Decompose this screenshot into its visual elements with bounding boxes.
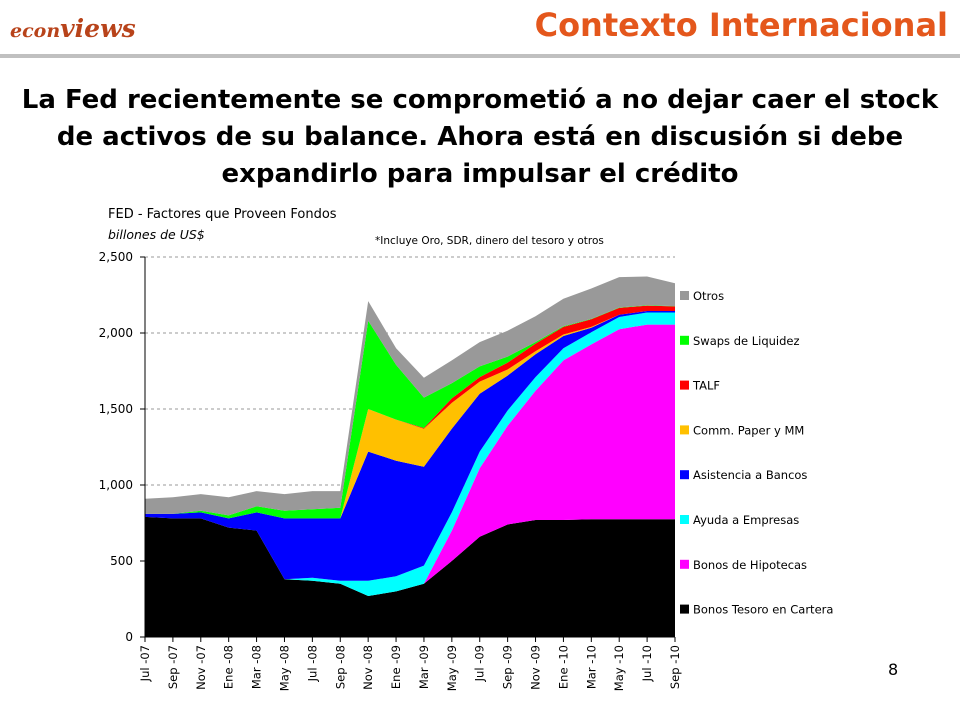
- x-tick-label: Nov -08: [361, 645, 375, 690]
- legend-label: Comm. Paper y MM: [693, 423, 804, 437]
- x-tick-label: May -09: [445, 645, 459, 691]
- y-tick-label: 2,500: [99, 250, 133, 264]
- y-tick-label: 2,000: [99, 326, 133, 340]
- x-tick-label: May -10: [612, 645, 626, 691]
- legend-label: Asistencia a Bancos: [693, 468, 807, 482]
- y-tick-label: 1,000: [99, 478, 133, 492]
- x-tick-label: Mar -08: [250, 645, 264, 689]
- x-tick-label: Jul -09: [473, 645, 487, 682]
- legend-swatch: [680, 559, 689, 569]
- x-tick-label: Sep -08: [333, 645, 347, 689]
- y-tick-label: 500: [110, 554, 133, 568]
- x-tick-label: Jul -10: [640, 645, 654, 682]
- brand-logo: econviews: [10, 14, 136, 43]
- x-tick-label: Nov -09: [529, 645, 543, 690]
- legend-swatch: [680, 380, 689, 390]
- legend-swatch: [680, 291, 689, 300]
- x-tick-label: Ene -10: [556, 645, 570, 689]
- x-tick-label: Ene -08: [222, 645, 236, 689]
- x-tick-label: Mar -09: [417, 645, 431, 689]
- x-tick-label: Jul -08: [305, 645, 319, 682]
- x-tick-label: Jul -07: [138, 645, 152, 682]
- slide-headline: La Fed recientemente se comprometió a no…: [21, 85, 939, 189]
- legend-label: Otros: [693, 289, 724, 303]
- x-tick-label: Nov -07: [194, 645, 208, 690]
- legend-swatch: [680, 470, 689, 480]
- x-tick-label: Sep -10: [668, 645, 682, 689]
- legend-swatch: [680, 425, 689, 435]
- area-otros: [145, 276, 675, 516]
- area-asistencia-a-bancos: [145, 311, 675, 581]
- page-number: 8: [888, 660, 899, 679]
- brand-part-views: views: [60, 14, 136, 43]
- header-divider: [0, 54, 960, 58]
- y-tick-label: 0: [125, 630, 133, 644]
- x-tick-label: Ene -09: [389, 645, 403, 689]
- section-title: Contexto Internacional: [534, 6, 948, 44]
- legend-label: Ayuda a Empresas: [693, 513, 799, 527]
- chart-subtitle: billones de US$: [108, 227, 205, 242]
- legend-label: Bonos Tesoro en Cartera: [693, 603, 833, 617]
- area-swaps-de-liquidez: [145, 305, 675, 519]
- legend-swatch: [680, 604, 689, 614]
- x-tick-label: Sep -09: [501, 645, 515, 689]
- y-tick-label: 1,500: [99, 402, 133, 416]
- legend-swatch: [680, 335, 689, 345]
- brand-part-econ: econ: [10, 20, 61, 42]
- x-tick-label: Sep -07: [166, 645, 180, 689]
- area-bonos-tesoro-en-cartera: [145, 516, 675, 637]
- x-tick-label: Mar -10: [584, 645, 598, 689]
- area-bonos-de-hipotecas: [145, 324, 675, 596]
- legend-label: TALF: [692, 379, 720, 393]
- legend-label: Swaps de Liquidez: [693, 334, 800, 348]
- legend-swatch: [680, 515, 689, 524]
- chart-note: *Incluye Oro, SDR, dinero del tesoro y o…: [375, 235, 604, 247]
- chart-title: FED - Factores que Proveen Fondos: [108, 207, 337, 222]
- legend-label: Bonos de Hipotecas: [693, 558, 807, 572]
- x-tick-label: May -08: [277, 645, 291, 691]
